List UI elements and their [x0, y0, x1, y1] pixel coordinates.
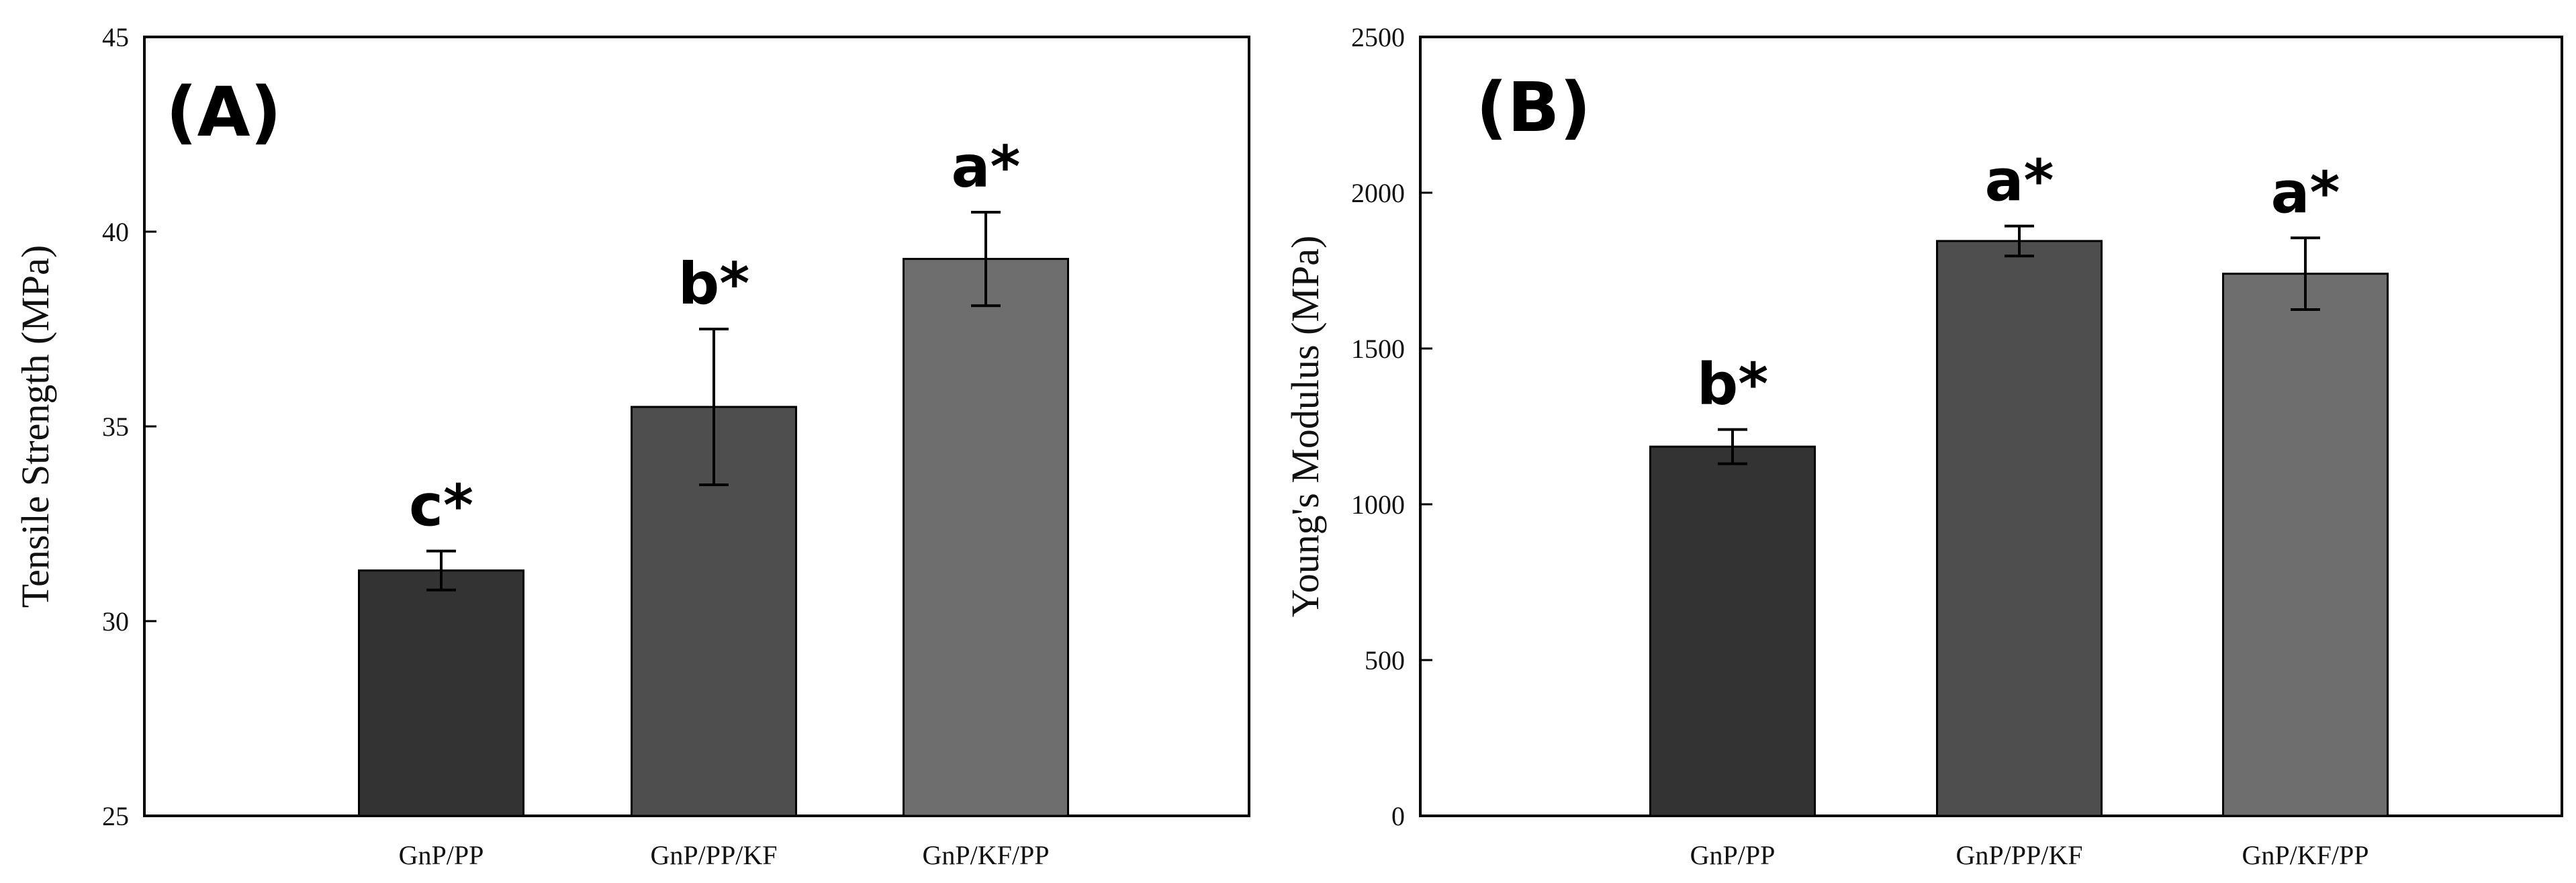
y-tick-label: 30: [102, 606, 129, 637]
x-axis-labels-b: GnP/PP GnP/PP/KF GnP/KF/PP: [1690, 840, 2369, 870]
error-bar: [426, 549, 456, 592]
bar: [2222, 273, 2389, 817]
chart-panel-b: Young's Modulus (MPa) 0 500 1000 1500 2000 25…: [1283, 22, 2563, 870]
error-bar: [1718, 428, 1747, 465]
y-axis-ticks-b: 0 500 1000 1500 2000 2500: [1351, 22, 1432, 831]
x-tick-label: GnP/PP: [1690, 840, 1776, 870]
y-tick-label: 40: [102, 217, 129, 247]
panel-label-b: (B): [1476, 68, 1591, 148]
y-tick-label: 2500: [1351, 22, 1405, 52]
significance-label: a*: [2270, 159, 2340, 226]
y-tick-label: 0: [1391, 801, 1405, 831]
y-axis-title-a: Tensile Strength (MPa): [13, 245, 57, 608]
y-tick-label: 35: [102, 412, 129, 442]
significance-label: a*: [951, 134, 1020, 201]
bar: [358, 569, 524, 817]
significance-label: c*: [409, 473, 473, 540]
bar: [903, 258, 1069, 817]
significance-label: b*: [1697, 351, 1769, 418]
y-tick-label: 500: [1365, 645, 1405, 676]
error-bar: [699, 328, 729, 486]
chart-panel-a: Tensile Strength (MPa) 25 30 35 40 45 c* b* a*…: [13, 22, 1250, 870]
bars-b: b* a* a*: [1649, 148, 2389, 817]
bar: [1649, 445, 1816, 817]
y-axis-ticks-a: 25 30 35 40 45: [102, 22, 156, 831]
significance-label: b*: [678, 250, 750, 318]
x-tick-label: GnP/PP: [399, 840, 484, 870]
significance-label: a*: [1984, 148, 2054, 215]
bars-a: c* b* a*: [358, 134, 1069, 817]
bar: [631, 406, 797, 817]
bar: [1936, 240, 2103, 817]
y-tick-label: 1500: [1351, 334, 1405, 364]
y-tick-label: 45: [102, 22, 129, 52]
y-axis-title-b: Young's Modulus (MPa): [1283, 236, 1327, 618]
y-tick-label: 2000: [1351, 178, 1405, 208]
x-tick-label: GnP/KF/PP: [2242, 840, 2369, 870]
x-axis-labels-a: GnP/PP GnP/PP/KF GnP/KF/PP: [399, 840, 1050, 870]
x-tick-label: GnP/PP/KF: [651, 840, 778, 870]
x-tick-label: GnP/KF/PP: [923, 840, 1050, 870]
error-bar: [2005, 224, 2034, 258]
x-tick-label: GnP/PP/KF: [1956, 840, 2083, 870]
y-tick-label: 1000: [1351, 490, 1405, 520]
error-bar: [2291, 236, 2320, 311]
y-tick-label: 25: [102, 801, 129, 831]
panel-label-a: (A): [166, 73, 281, 152]
error-bar: [971, 211, 1001, 308]
